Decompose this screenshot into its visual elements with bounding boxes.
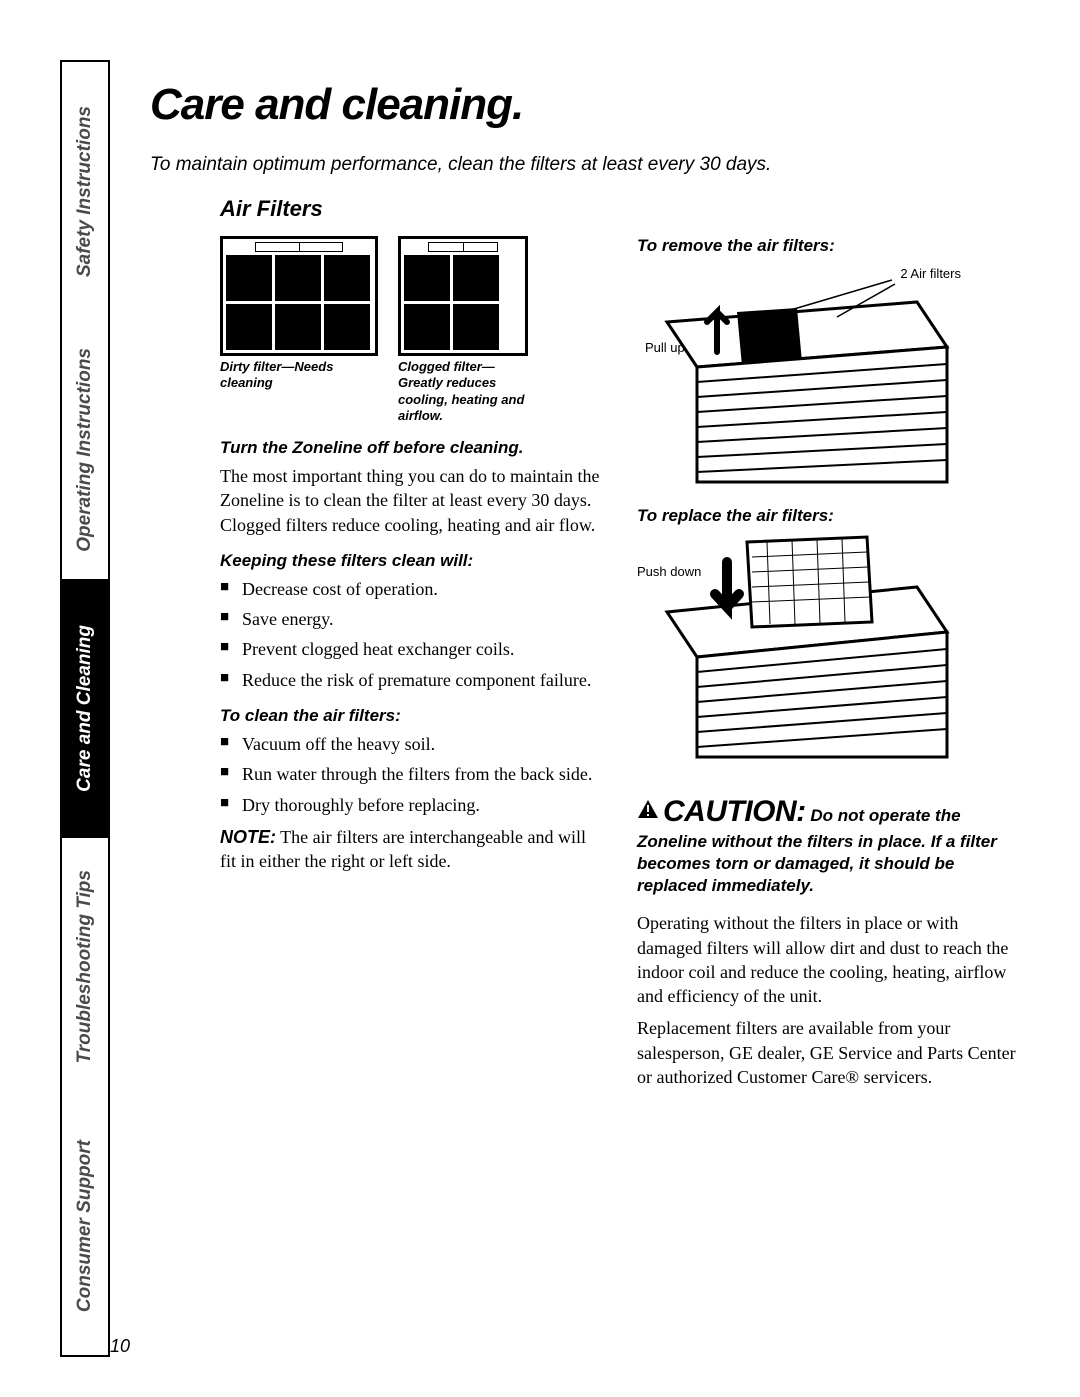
- right-column: To remove the air filters:: [637, 236, 1020, 1097]
- filter-illustrations: Dirty filter—Needs cleaning Clogged filt…: [220, 236, 603, 424]
- subhead-keeping-clean: Keeping these filters clean will:: [220, 551, 603, 571]
- section-tabs: Safety Instructions Operating Instructio…: [60, 60, 110, 1357]
- caution-word: CAUTION:: [663, 795, 806, 828]
- caution-followup-2: Replacement filters are available from y…: [637, 1016, 1020, 1089]
- dirty-filter-caption: Dirty filter—Needs cleaning: [220, 359, 378, 392]
- push-down-label: Push down: [637, 564, 701, 579]
- list-item: Vacuum off the heavy soil.: [220, 732, 603, 756]
- warning-icon: [637, 799, 659, 825]
- tab-care-and-cleaning[interactable]: Care and Cleaning: [62, 579, 108, 838]
- list-item: Reduce the risk of premature component f…: [220, 668, 603, 692]
- remove-filter-diagram: Pull up 2 Air filters: [637, 262, 957, 492]
- clean-steps-list: Vacuum off the heavy soil. Run water thr…: [220, 732, 603, 817]
- benefits-list: Decrease cost of operation. Save energy.…: [220, 577, 603, 692]
- subhead-to-replace: To replace the air filters:: [637, 506, 1020, 526]
- subhead-turn-off: Turn the Zoneline off before cleaning.: [220, 438, 603, 458]
- pull-up-label: Pull up: [645, 340, 685, 355]
- page-title: Care and cleaning.: [150, 80, 1020, 130]
- tab-safety-instructions[interactable]: Safety Instructions: [62, 62, 108, 321]
- intro-text: To maintain optimum performance, clean t…: [150, 154, 1020, 176]
- list-item: Prevent clogged heat exchanger coils.: [220, 637, 603, 661]
- list-item: Run water through the filters from the b…: [220, 762, 603, 786]
- note-text: NOTE: The air filters are interchangeabl…: [220, 825, 603, 874]
- page-number: 10: [110, 1336, 130, 1357]
- note-label: NOTE:: [220, 827, 276, 847]
- clogged-filter-caption: Clogged filter—Greatly reduces cooling, …: [398, 359, 528, 424]
- tab-operating-instructions[interactable]: Operating Instructions: [62, 321, 108, 580]
- caution-block: CAUTION: Do not operate the Zoneline wit…: [637, 792, 1020, 897]
- tab-consumer-support[interactable]: Consumer Support: [62, 1096, 108, 1355]
- subhead-to-clean: To clean the air filters:: [220, 706, 603, 726]
- list-item: Save energy.: [220, 607, 603, 631]
- subhead-to-remove: To remove the air filters:: [637, 236, 1020, 256]
- two-filters-label: 2 Air filters: [900, 266, 961, 281]
- caution-followup-1: Operating without the filters in place o…: [637, 911, 1020, 1008]
- list-item: Dry thoroughly before replacing.: [220, 793, 603, 817]
- replace-filter-diagram: Push down: [637, 532, 957, 762]
- section-title: Air Filters: [220, 196, 1020, 222]
- dirty-filter-figure: Dirty filter—Needs cleaning: [220, 236, 378, 424]
- page-content: Care and cleaning. To maintain optimum p…: [110, 60, 1020, 1357]
- list-item: Decrease cost of operation.: [220, 577, 603, 601]
- left-column: Dirty filter—Needs cleaning Clogged filt…: [220, 236, 603, 1097]
- tab-troubleshooting-tips[interactable]: Troubleshooting Tips: [62, 838, 108, 1097]
- maintain-text: The most important thing you can do to m…: [220, 464, 603, 537]
- clogged-filter-figure: Clogged filter—Greatly reduces cooling, …: [398, 236, 528, 424]
